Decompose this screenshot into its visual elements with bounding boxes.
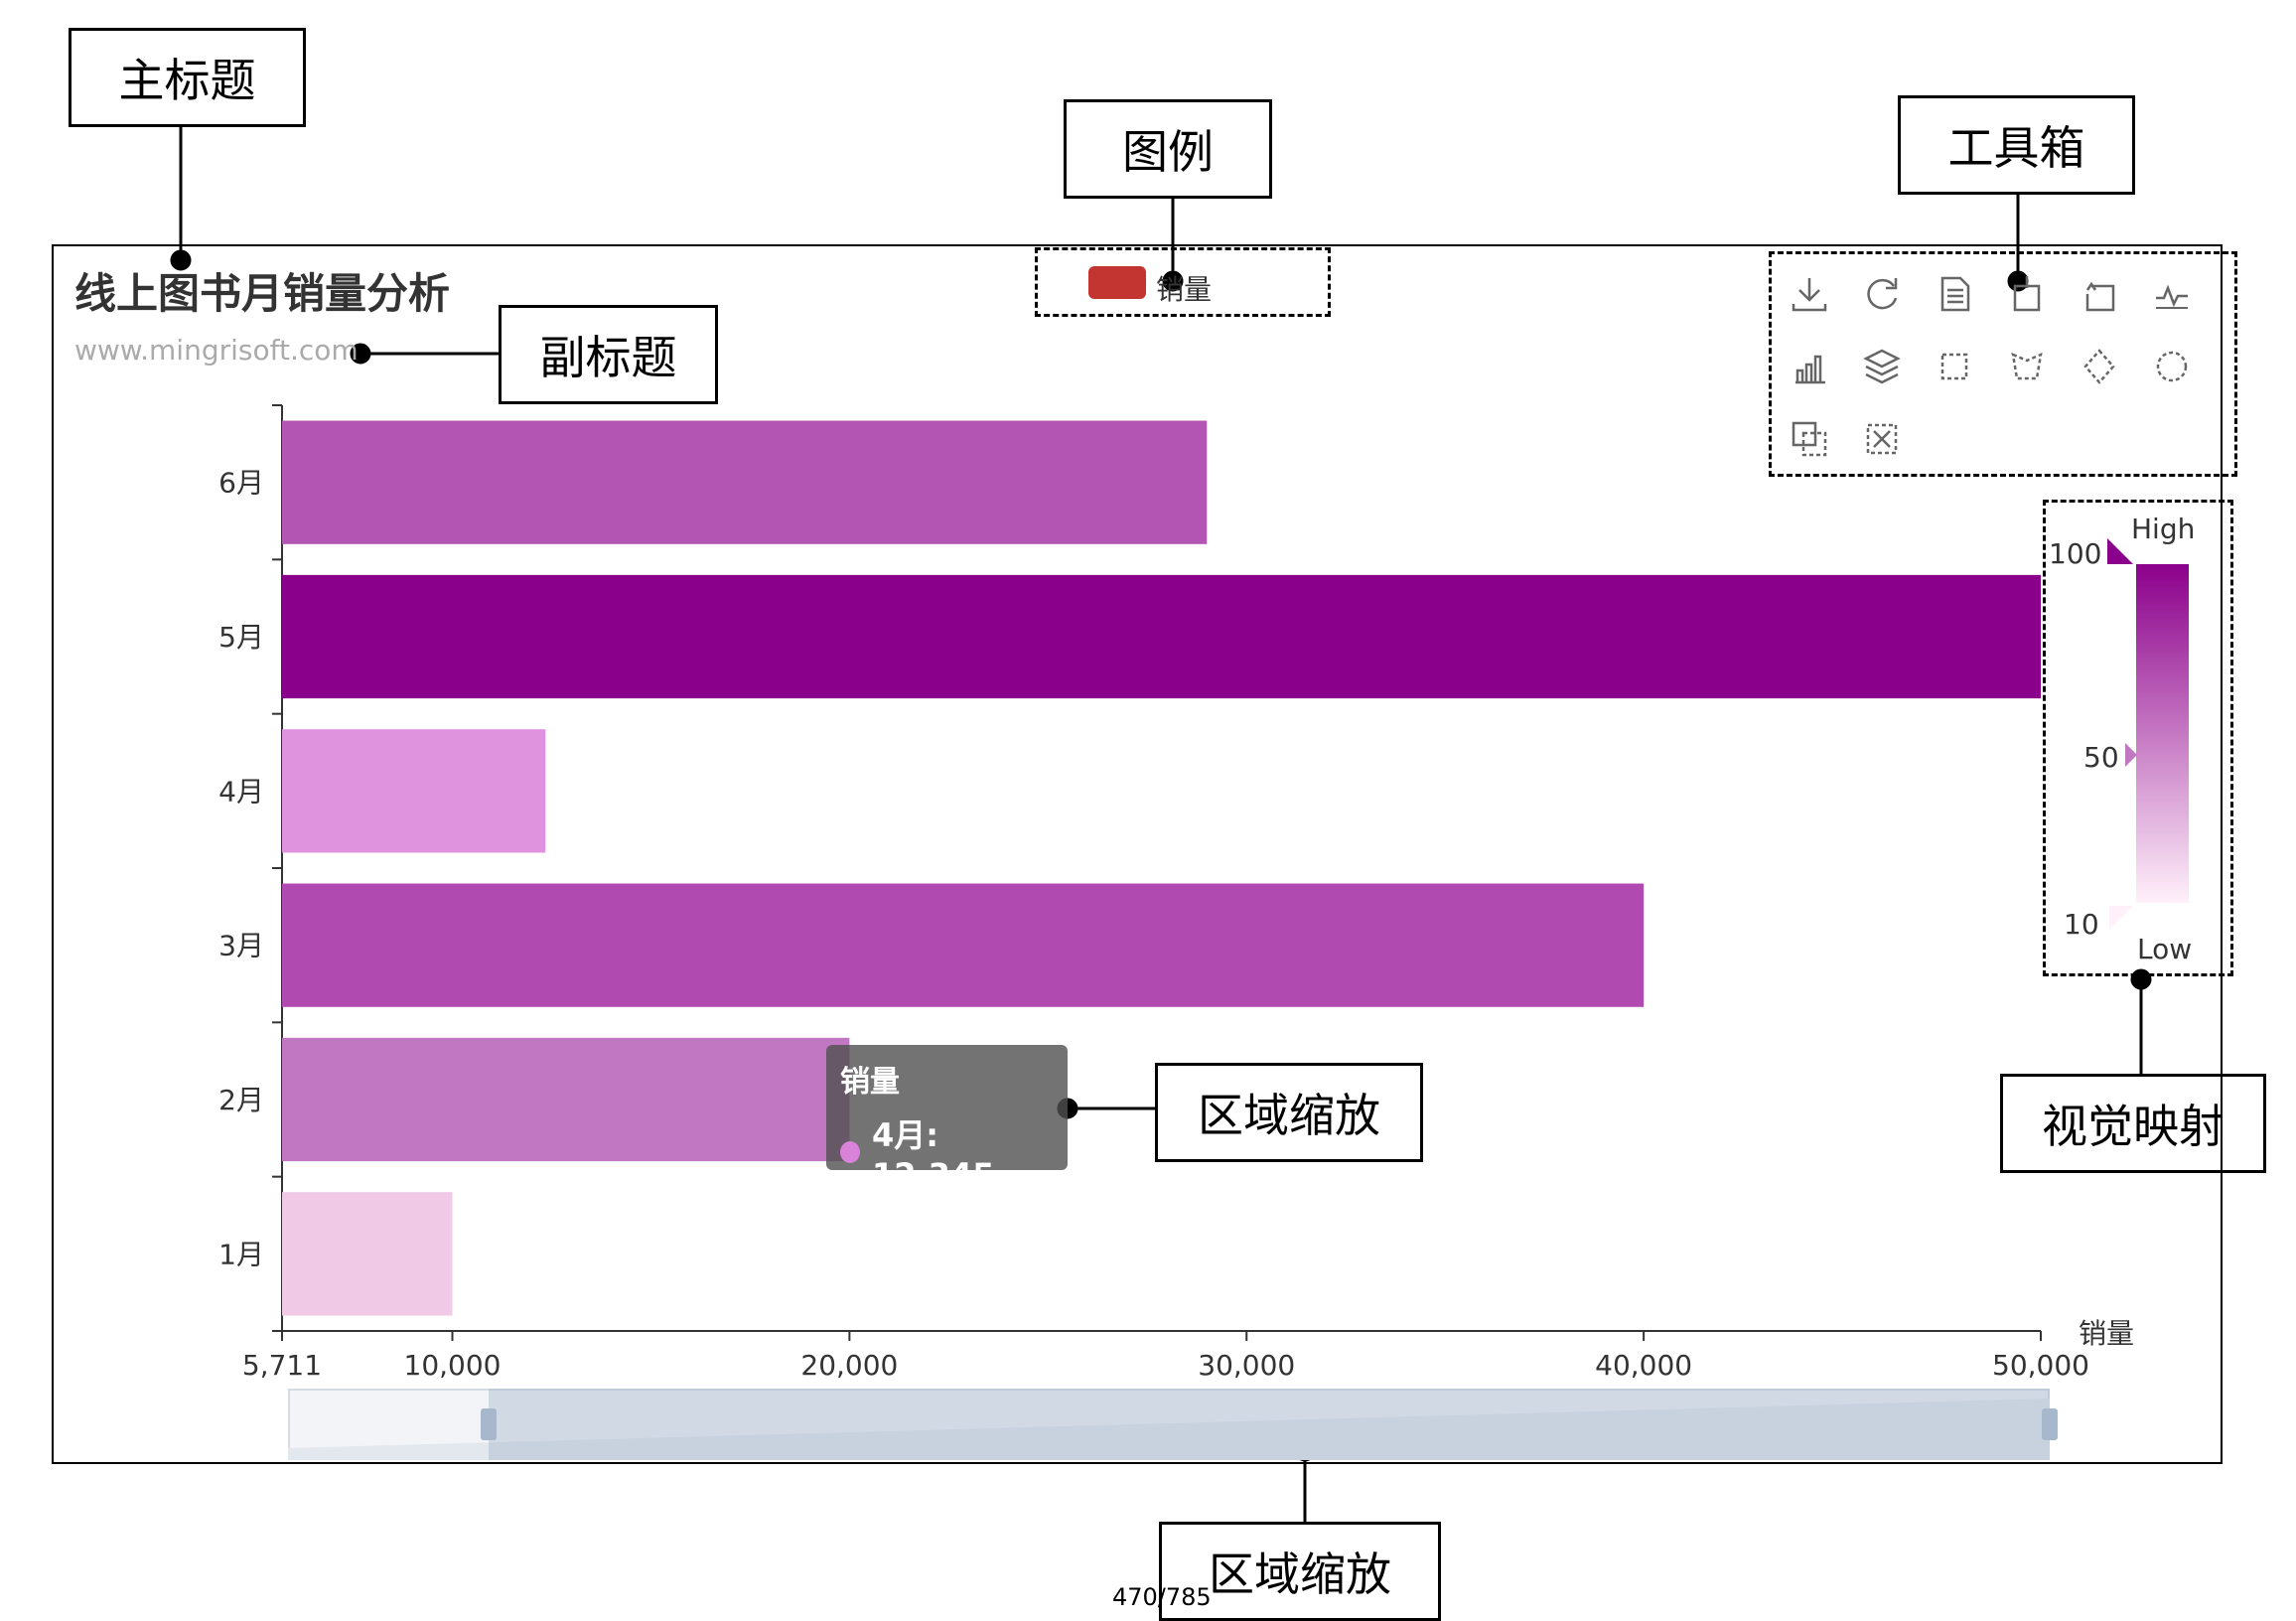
- zoom-reset-icon[interactable]: [1860, 417, 1904, 461]
- x-tick-label: 50,000: [1992, 1349, 2089, 1382]
- visual-map-max-label: 100: [2049, 537, 2102, 570]
- clear-select-icon[interactable]: [2150, 345, 2194, 388]
- visual-map-low-label: Low: [2137, 933, 2193, 965]
- visual-map-top-handle[interactable]: [2105, 536, 2135, 566]
- zoom-icon[interactable]: [2005, 272, 2049, 316]
- tooltip-marker: [840, 1141, 860, 1163]
- callout-subtitle: 副标题: [499, 305, 718, 404]
- refresh-icon[interactable]: [1860, 272, 1904, 316]
- legend-swatch[interactable]: [1088, 266, 1146, 299]
- x-tick-label: 10,000: [404, 1349, 502, 1382]
- legend-label[interactable]: 销量: [1156, 273, 1213, 306]
- visual-map-min-label: 10: [2064, 908, 2099, 941]
- visual-map-box: [2043, 500, 2233, 976]
- toolbox-box: [1769, 251, 2237, 477]
- legend-box: [1035, 247, 1331, 317]
- chart-title: 线上图书月销量分析: [74, 269, 451, 318]
- y-tick-label: 1月: [218, 1238, 264, 1270]
- chart-frame: [52, 244, 2223, 1464]
- visual-map-high-label: High: [2131, 513, 2196, 545]
- tooltip: 销量 4月: 12,345: [826, 1045, 1068, 1194]
- y-tick-label: 2月: [218, 1084, 264, 1116]
- chart-subtitle[interactable]: www.mingrisoft.com: [74, 334, 359, 367]
- callout-legend: 图例: [1064, 99, 1272, 199]
- y-tick-label: 3月: [218, 930, 264, 962]
- download-icon[interactable]: [1788, 272, 1831, 316]
- tooltip-series: 销量: [840, 1065, 900, 1100]
- page-number: 470/785: [1112, 1583, 1212, 1611]
- x-tick-label: 5,711: [242, 1349, 322, 1382]
- bar-2[interactable]: [282, 1037, 850, 1162]
- bar-1[interactable]: [282, 1192, 453, 1316]
- keep-select-icon[interactable]: [2078, 345, 2121, 388]
- visual-map-indicator: [2125, 743, 2137, 767]
- datazoom-handle-right[interactable]: [2042, 1408, 2058, 1440]
- x-tick-label: 30,000: [1198, 1349, 1295, 1382]
- zoom-back-icon[interactable]: [2078, 272, 2121, 316]
- data-view-icon[interactable]: [1933, 272, 1976, 316]
- callout-zoom-slider: 区域缩放: [1159, 1522, 1441, 1621]
- visual-map-mid-label: 50: [2083, 741, 2119, 774]
- y-tick-label: 5月: [218, 621, 264, 654]
- callout-main-title: 主标题: [69, 28, 306, 127]
- datazoom-shadow: [288, 1399, 2050, 1460]
- y-tick-label: 4月: [218, 775, 264, 808]
- rect-select-icon[interactable]: [1933, 345, 1976, 388]
- bar-3[interactable]: [282, 883, 1645, 1007]
- bar-6[interactable]: [282, 420, 1208, 544]
- datazoom-window[interactable]: [489, 1389, 2050, 1460]
- visual-map-gradient[interactable]: [2136, 564, 2189, 903]
- callout-zoom-tooltip: 区域缩放: [1155, 1063, 1423, 1162]
- zoom-region-icon[interactable]: [1788, 417, 1831, 461]
- tooltip-value: 4月: 12,345: [871, 1116, 995, 1194]
- line-chart-icon[interactable]: [2150, 272, 2194, 316]
- callout-toolbox: 工具箱: [1898, 95, 2135, 195]
- datazoom-handle-left[interactable]: [481, 1408, 497, 1440]
- x-tick-label: 20,000: [800, 1349, 898, 1382]
- polygon-select-icon[interactable]: [2005, 345, 2049, 388]
- stack-icon[interactable]: [1860, 345, 1904, 388]
- bar-chart-icon[interactable]: [1788, 345, 1831, 388]
- y-tick-label: 6月: [218, 467, 264, 500]
- x-axis-label: 销量: [2079, 1317, 2134, 1350]
- visual-map-bottom-handle[interactable]: [2107, 904, 2135, 932]
- bar-5[interactable]: [282, 574, 2041, 699]
- x-tick-label: 40,000: [1595, 1349, 1692, 1382]
- bar-4[interactable]: [282, 729, 546, 853]
